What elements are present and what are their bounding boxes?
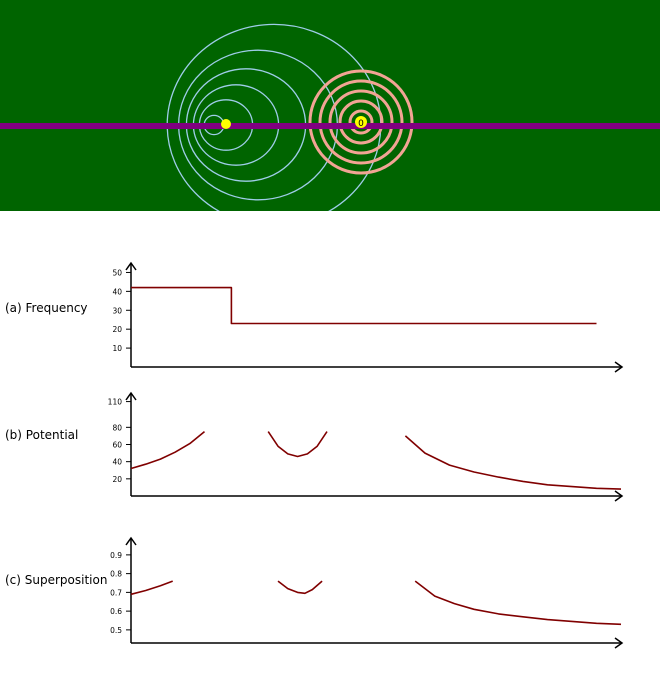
simulation-background (0, 0, 660, 211)
series-line-2 (404, 435, 622, 490)
series-line-0 (131, 286, 597, 325)
y-tick-label: 110 (108, 398, 123, 407)
y-tick-label: 60 (112, 441, 122, 450)
series-line-0 (130, 580, 173, 596)
superposition-chart: 0.5 0.6 0.7 0.8 0.9 (110, 536, 624, 649)
potential-label: (b) Potential (5, 428, 79, 442)
series-line-1 (267, 431, 328, 458)
x-axis-arrow (614, 361, 624, 373)
right-source-rings (308, 69, 414, 175)
superposition-label: (c) Superposition (5, 573, 108, 587)
y-tick-label: 40 (112, 287, 122, 296)
potential-panel: (b) Potential 20 40 60 80 110 (0, 385, 660, 510)
y-tick-label: 40 (112, 458, 122, 467)
y-axis-arrow (125, 261, 137, 271)
y-tick-label: 50 (112, 268, 122, 277)
right-source-label: 0 (358, 119, 364, 129)
frequency-label: (a) Frequency (5, 301, 88, 315)
y-tick-label: 20 (112, 325, 122, 334)
series-line-1 (277, 580, 323, 595)
frequency-panel: (a) Frequency 10 20 30 40 50 (0, 255, 660, 380)
series-line-2 (414, 580, 622, 626)
y-tick-label: 0.8 (110, 570, 122, 579)
frequency-chart: 10 20 30 40 50 (112, 261, 624, 373)
y-axis-arrow (125, 536, 137, 546)
right-ring-1 (338, 99, 384, 145)
right-ring-2 (328, 89, 394, 155)
superposition-panel: (c) Superposition 0.5 0.6 0.7 0.8 0.9 (0, 530, 660, 660)
right-ring-3 (318, 79, 404, 165)
y-axis-arrow (125, 391, 137, 401)
y-tick-label: 30 (112, 306, 122, 315)
y-tick-label: 0.7 (110, 588, 122, 597)
right-ring-0 (348, 109, 374, 135)
series-line-0 (130, 430, 206, 470)
y-tick-label: 20 (112, 475, 122, 484)
right-source[interactable] (355, 116, 367, 128)
left-source[interactable] (221, 119, 231, 129)
wave-simulation: 0 (0, 0, 660, 211)
x-axis-arrow (614, 637, 624, 649)
right-ring-4 (308, 69, 414, 175)
y-tick-label: 0.6 (110, 607, 122, 616)
potential-chart: 20 40 60 80 110 (108, 391, 624, 502)
x-axis-arrow (614, 490, 624, 502)
y-tick-label: 0.5 (110, 626, 122, 635)
wave-line (0, 123, 660, 129)
y-tick-label: 80 (112, 423, 122, 432)
y-tick-label: 0.9 (110, 551, 122, 560)
y-tick-label: 10 (112, 344, 122, 353)
